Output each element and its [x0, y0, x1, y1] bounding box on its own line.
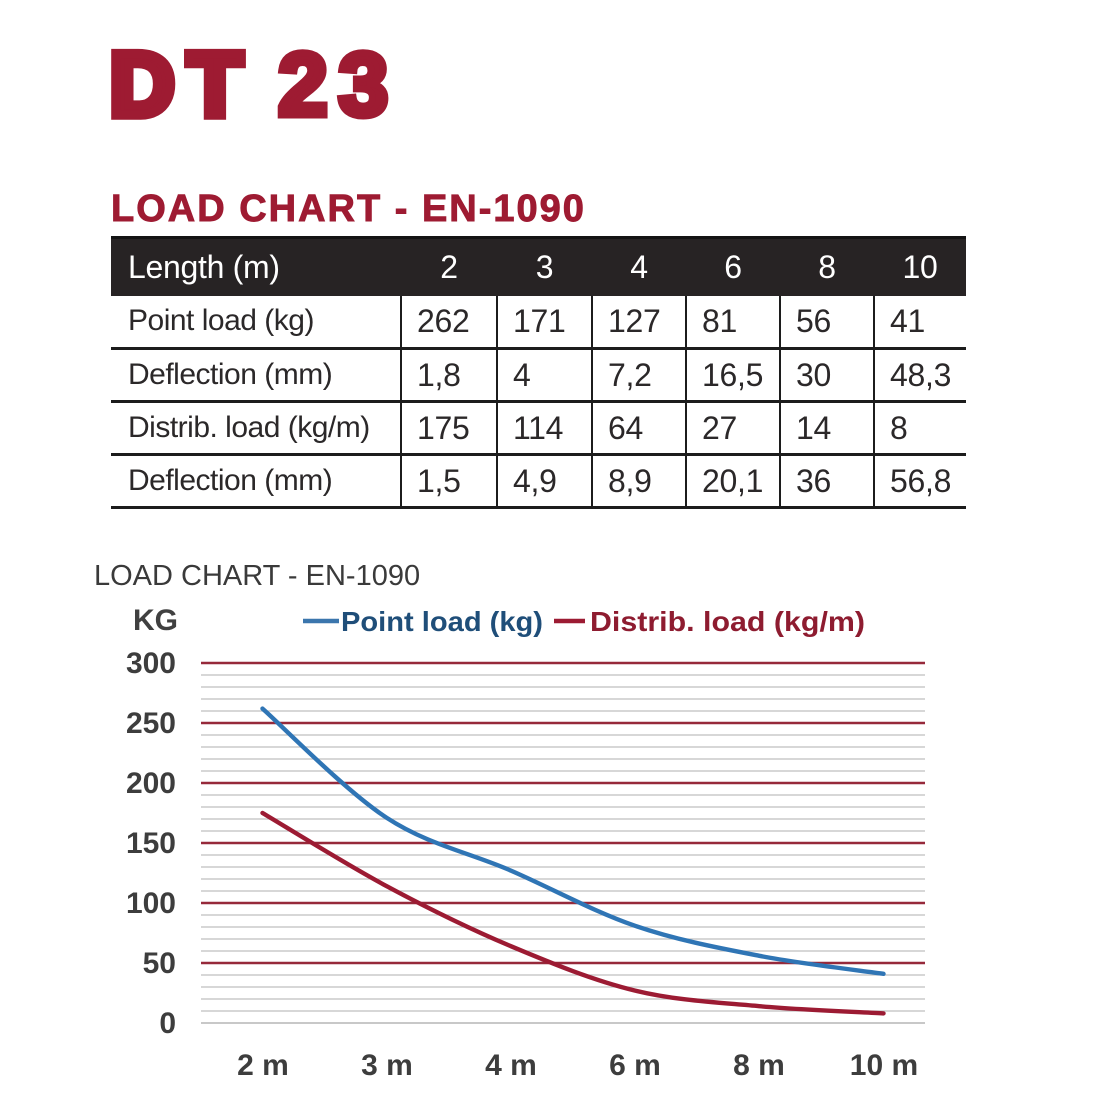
svg-text:50: 50 — [143, 947, 176, 980]
svg-text:100: 100 — [126, 887, 176, 920]
svg-text:200: 200 — [126, 767, 176, 800]
svg-text:3 m: 3 m — [361, 1049, 413, 1082]
svg-text:Distrib. load (kg/m): Distrib. load (kg/m) — [590, 606, 865, 637]
svg-text:4 m: 4 m — [485, 1049, 537, 1082]
svg-text:300: 300 — [126, 647, 176, 680]
svg-text:6 m: 6 m — [609, 1049, 661, 1082]
svg-text:250: 250 — [126, 707, 176, 740]
svg-text:2 m: 2 m — [237, 1049, 289, 1082]
svg-text:KG: KG — [133, 604, 178, 637]
svg-text:LOAD CHART - EN-1090: LOAD CHART - EN-1090 — [94, 560, 420, 592]
svg-text:0: 0 — [159, 1007, 176, 1040]
svg-text:Point load (kg): Point load (kg) — [341, 606, 543, 637]
svg-text:150: 150 — [126, 827, 176, 860]
svg-text:8 m: 8 m — [733, 1049, 785, 1082]
svg-text:10 m: 10 m — [850, 1049, 918, 1082]
